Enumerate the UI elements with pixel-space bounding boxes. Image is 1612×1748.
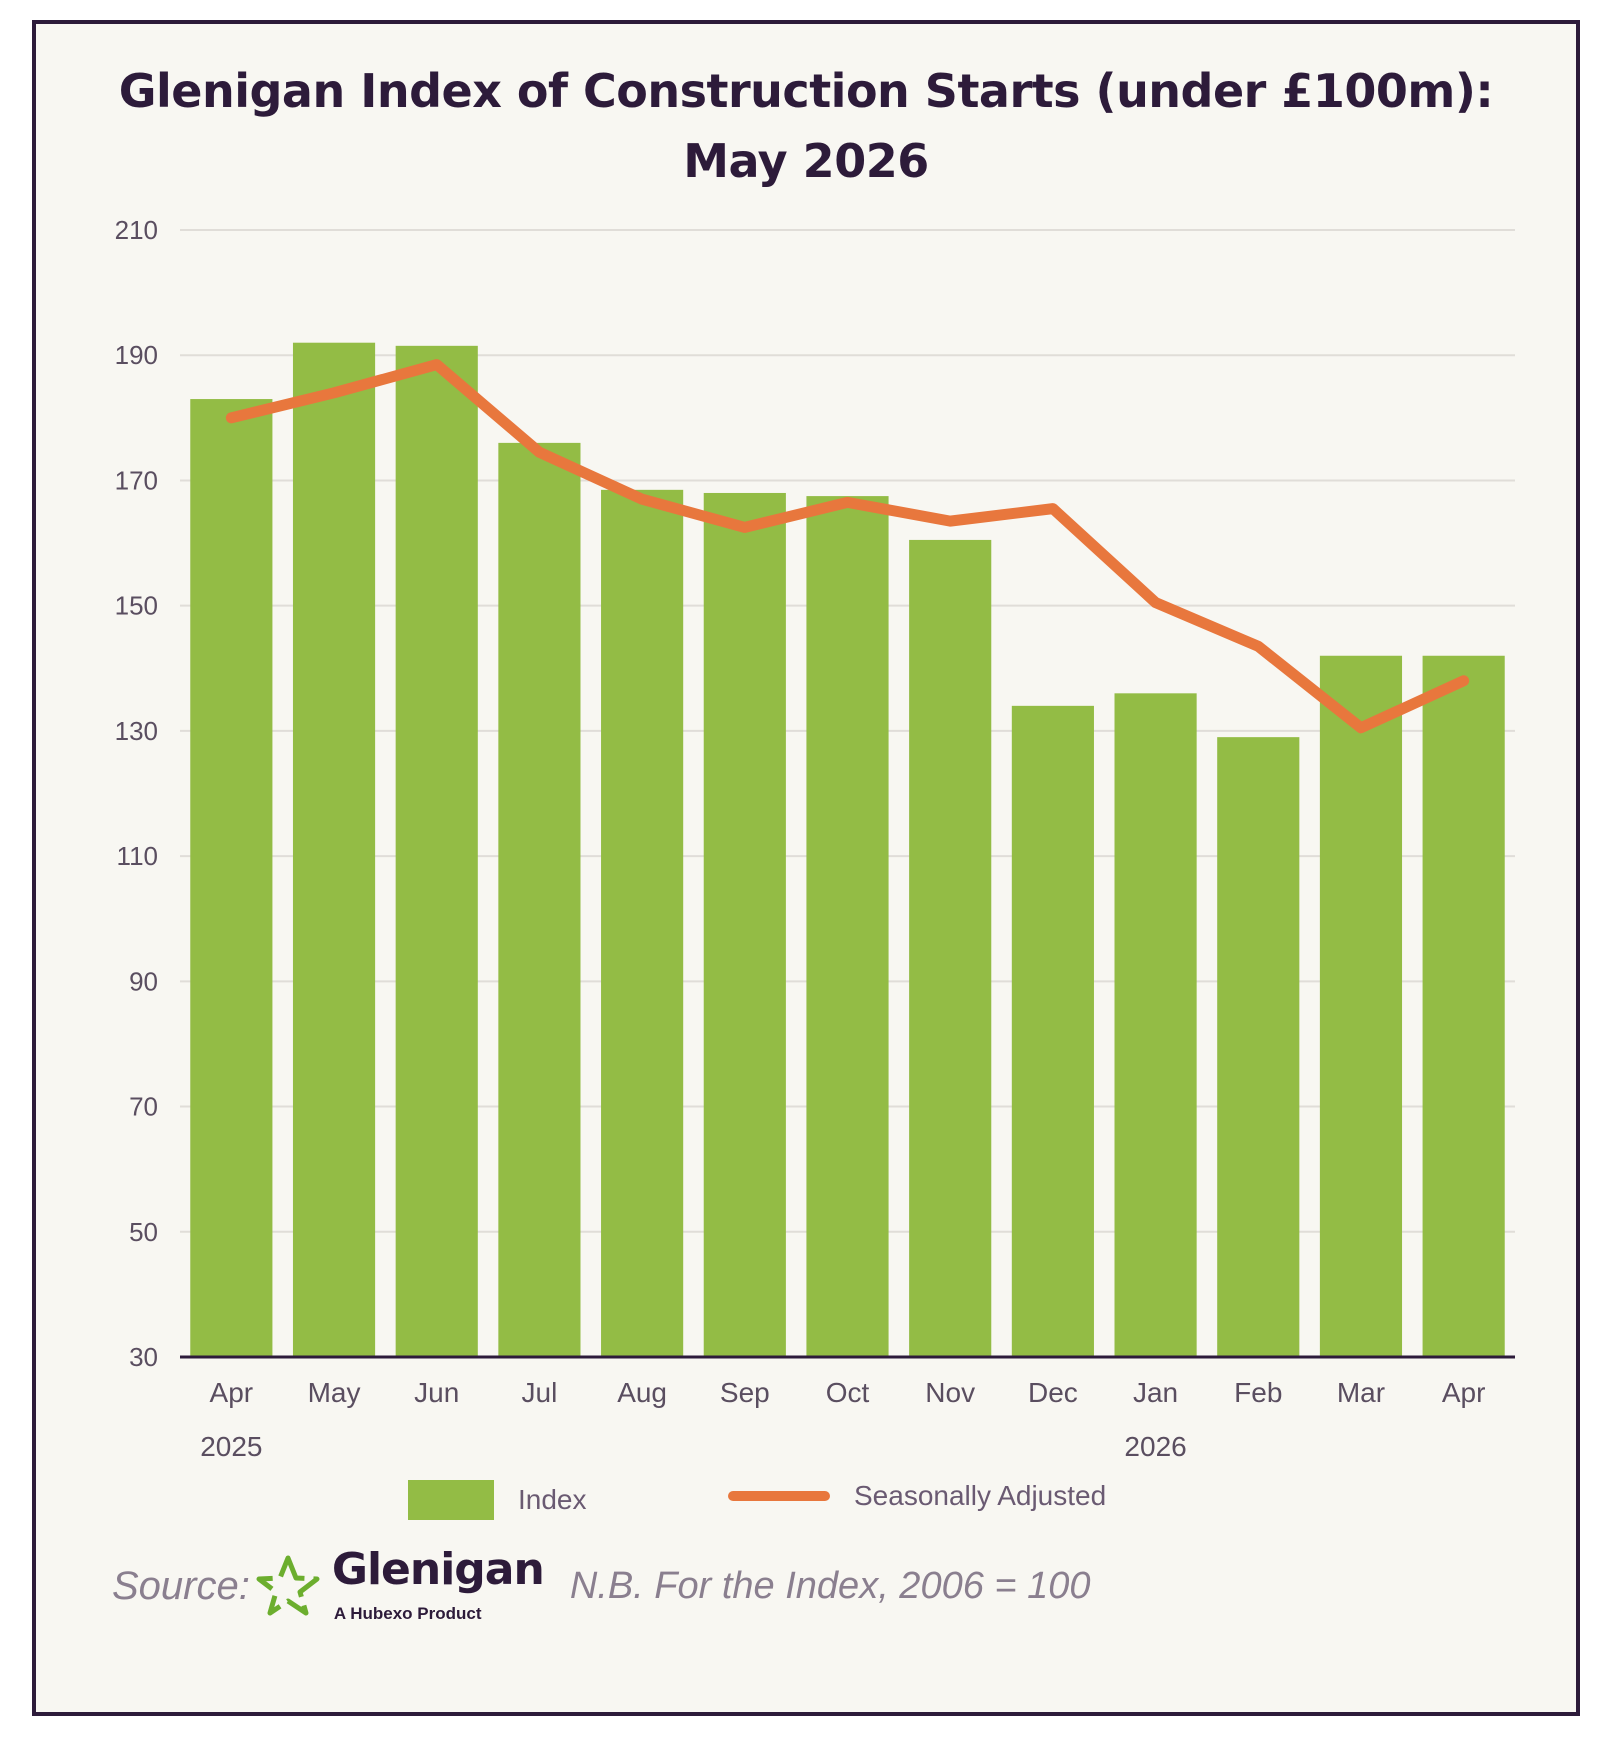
x-tick-label: Feb [1234,1377,1282,1408]
x-tick-label: Nov [925,1377,975,1408]
bar-index [1114,693,1197,1357]
y-tick-label: 70 [129,1092,158,1122]
bar-index [498,442,581,1357]
x-tick-label: Mar [1337,1377,1385,1408]
y-tick-label: 110 [117,841,158,871]
bar-index [806,496,889,1357]
y-tick-label: 210 [115,215,158,245]
glenigan-star-icon [256,1555,320,1616]
bar-index [190,399,273,1357]
x-tick-label: Dec [1028,1377,1078,1408]
bar-index [1319,655,1403,1357]
index-note: N.B. For the Index, 2006 = 100 [569,1564,1091,1607]
chart-subtitle: May 2026 [683,134,929,188]
x-tick-label: Jun [414,1377,459,1408]
bar-index [292,342,376,1357]
x-tick-label: Sep [720,1377,770,1408]
x-tick-label: May [308,1377,361,1408]
glenigan-logo: Glenigan A Hubexo Product [331,1544,545,1624]
x-tick-label: Apr [1442,1377,1486,1408]
legend-index: Index [408,1480,587,1520]
bar-index [395,345,478,1357]
x-tick-label: Aug [617,1377,667,1408]
y-tick-label: 170 [115,465,158,495]
y-tick-label: 50 [129,1217,158,1247]
bar-index [1217,737,1300,1357]
legend-seasonally-adjusted: Seasonally Adjusted [728,1480,1106,1512]
x-tick-label: Jul [522,1377,558,1408]
x-year-label: 2025 [200,1431,262,1462]
bar-index [601,489,684,1357]
y-tick-label: 90 [129,966,158,996]
legend-line-swatch [728,1491,830,1501]
x-tick-label: Apr [210,1377,254,1408]
brand-name: Glenigan [331,1544,545,1595]
chart-title: Glenigan Index of Construction Starts (u… [118,64,1494,118]
bar-index [703,492,786,1357]
legend-index-label: Index [518,1484,587,1515]
legend-bar-swatch [408,1480,494,1520]
bar-index [909,539,992,1357]
bar-index [1011,705,1094,1357]
x-tick-label: Jan [1133,1377,1178,1408]
source-row: Source: Glenigan A Hubexo Product N.B. F… [112,1548,1091,1624]
y-tick-label: 130 [115,716,158,746]
y-tick-label: 150 [115,591,158,621]
brand-tagline: A Hubexo Product [333,1604,482,1623]
source-label: Source: [112,1563,250,1608]
x-year-label: 2026 [1124,1431,1186,1462]
y-tick-label: 30 [129,1342,158,1372]
legend-sa-label: Seasonally Adjusted [854,1480,1107,1511]
x-tick-label: Oct [826,1377,870,1408]
bar-index [1422,655,1505,1357]
y-tick-label: 190 [115,340,158,370]
